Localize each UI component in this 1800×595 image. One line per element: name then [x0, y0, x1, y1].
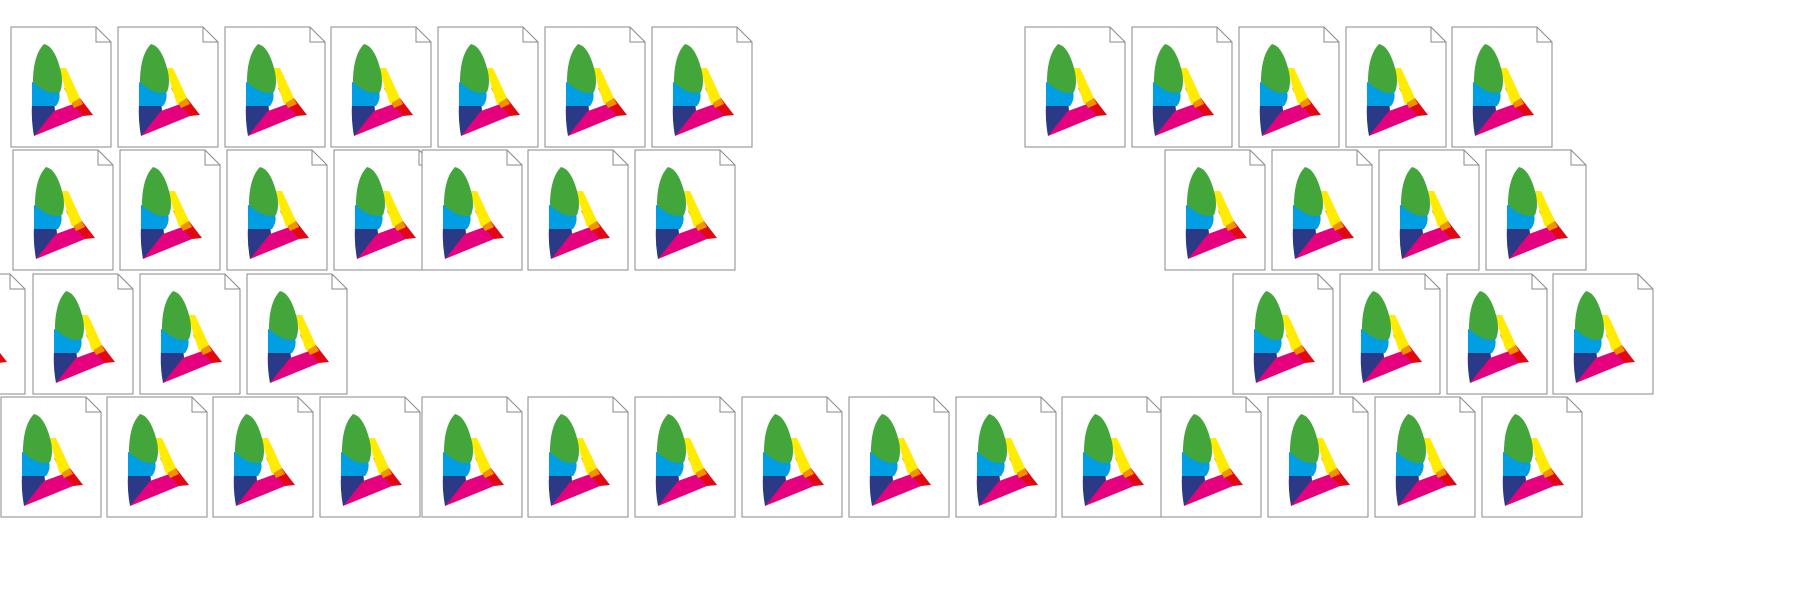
icc-profile-file-icon[interactable]	[226, 149, 328, 271]
icc-profile-file-icon[interactable]	[437, 26, 539, 148]
icc-profile-file-icon[interactable]	[527, 149, 629, 271]
icc-profile-file-icon[interactable]	[1164, 149, 1266, 271]
icc-profile-file-icon[interactable]	[634, 149, 736, 271]
icc-profile-file-icon[interactable]	[1485, 149, 1587, 271]
icc-profile-file-icon[interactable]	[1024, 26, 1126, 148]
icc-profile-file-icon[interactable]	[1374, 396, 1476, 518]
icc-profile-file-icon[interactable]	[0, 396, 102, 518]
icc-profile-file-icon[interactable]	[106, 396, 208, 518]
icc-profile-file-icon[interactable]	[544, 26, 646, 148]
icc-profile-file-icon[interactable]	[333, 149, 435, 271]
icc-profile-file-icon[interactable]	[1345, 26, 1447, 148]
icc-profile-file-icon[interactable]	[1160, 396, 1262, 518]
icc-profile-file-icon[interactable]	[1552, 273, 1654, 395]
icc-profile-file-icon[interactable]	[117, 26, 219, 148]
icc-profile-file-icon[interactable]	[634, 396, 736, 518]
icc-profile-file-icon[interactable]	[741, 396, 843, 518]
icc-profile-file-icon[interactable]	[651, 26, 753, 148]
icc-profile-file-icon[interactable]	[1378, 149, 1480, 271]
icc-profile-file-icon[interactable]	[0, 273, 26, 395]
icc-profile-file-icon[interactable]	[224, 26, 326, 148]
icc-profile-file-icon[interactable]	[955, 396, 1057, 518]
icc-profile-file-icon[interactable]	[1061, 396, 1163, 518]
icc-profile-file-icon[interactable]	[139, 273, 241, 395]
icc-profile-file-icon[interactable]	[1131, 26, 1233, 148]
icc-profile-file-icon[interactable]	[330, 26, 432, 148]
icc-profile-file-icon[interactable]	[32, 273, 134, 395]
icc-profile-file-icon[interactable]	[1232, 273, 1334, 395]
icc-profile-file-icon[interactable]	[212, 396, 314, 518]
icc-profile-file-icon[interactable]	[1238, 26, 1340, 148]
icc-profile-file-icon[interactable]	[848, 396, 950, 518]
icc-profile-file-icon[interactable]	[527, 396, 629, 518]
icc-profile-file-icon[interactable]	[10, 26, 112, 148]
icc-profile-file-icon[interactable]	[1446, 273, 1548, 395]
icc-profile-file-icon[interactable]	[119, 149, 221, 271]
icc-profile-file-icon[interactable]	[1339, 273, 1441, 395]
icc-profile-file-icon[interactable]	[1451, 26, 1553, 148]
icc-profile-file-icon[interactable]	[1267, 396, 1369, 518]
icc-profile-file-icon[interactable]	[1271, 149, 1373, 271]
icc-profile-file-icon[interactable]	[421, 149, 523, 271]
icc-profile-file-icon[interactable]	[421, 396, 523, 518]
icc-profile-file-icon[interactable]	[1481, 396, 1583, 518]
icc-profile-file-icon[interactable]	[246, 273, 348, 395]
icc-profile-file-icon[interactable]	[12, 149, 114, 271]
icc-profile-file-icon[interactable]	[319, 396, 421, 518]
